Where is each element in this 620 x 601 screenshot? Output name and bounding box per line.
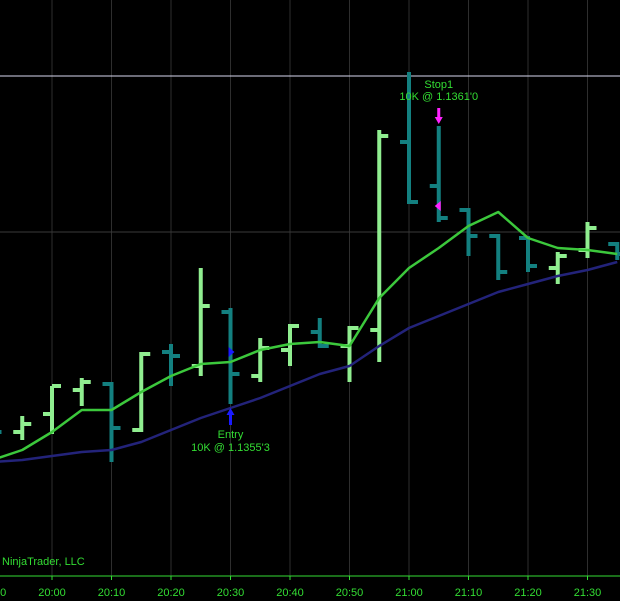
x-tick-label: 20:40 <box>276 587 304 599</box>
x-tick-label: 21:10 <box>455 587 483 599</box>
x-tick-label: 20:10 <box>98 587 126 599</box>
annotation-label: Stop1 <box>424 79 453 91</box>
x-tick-label: 20:00 <box>38 587 66 599</box>
annotation-label: Entry <box>218 429 244 441</box>
exit-arrow <box>434 108 443 124</box>
x-tick-label: 21:20 <box>514 587 542 599</box>
fill-marker <box>228 347 235 357</box>
annotation-detail: 10K @ 1.1361'0 <box>399 91 478 103</box>
x-tick-label: 20:50 <box>336 587 364 599</box>
moving-average-line <box>0 210 618 459</box>
entry-arrow <box>226 408 235 425</box>
moving-average-line <box>0 260 618 463</box>
x-tick-label: 20:30 <box>217 587 245 599</box>
x-axis: 19:50 20:00 20:10 20:20 20:30 20:40 20:50 21:00… <box>0 576 601 599</box>
annotation-detail: 10K @ 1.1355'3 <box>191 442 270 454</box>
x-tick-label: 20:20 <box>157 587 185 599</box>
x-tick-label: 21:00 <box>395 587 423 599</box>
x-tick-label: 21:30 <box>574 587 602 599</box>
fill-marker <box>434 201 441 211</box>
x-tick-label: 19:50 <box>0 587 6 599</box>
grid <box>0 0 620 576</box>
watermark: NinjaTrader, LLC <box>2 556 85 568</box>
